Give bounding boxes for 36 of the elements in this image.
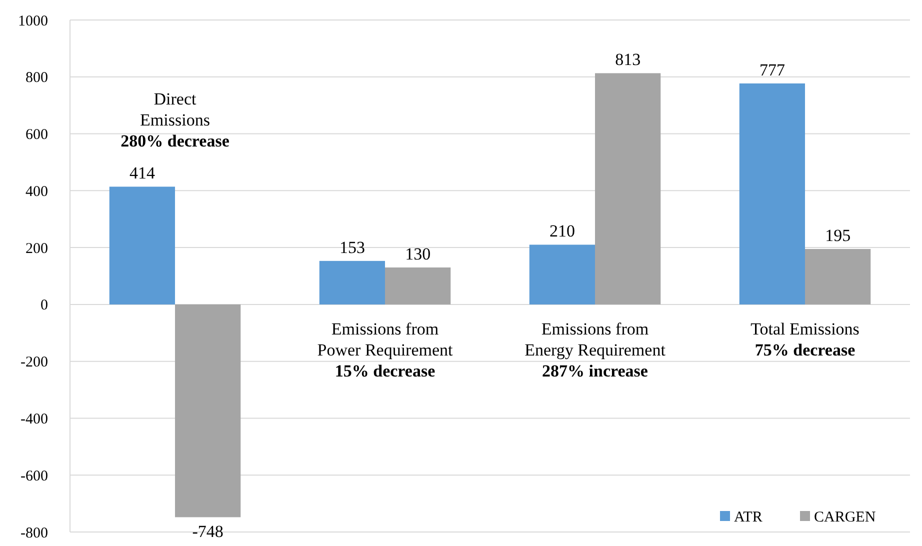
bar [739,83,805,304]
bar [175,304,241,518]
x-tick-label: Emissions from Power Requirement [317,319,454,360]
y-tick-label: -200 [20,354,48,371]
data-label: 130 [405,244,431,264]
annotation: 280% decrease [120,132,230,151]
y-tick-label: -800 [20,525,48,542]
x-tick-label: Total Emissions [750,319,860,338]
bar [529,244,595,304]
y-tick-label: 200 [26,240,48,257]
data-label: 813 [615,50,641,70]
y-tick-label: -600 [20,468,48,484]
data-label: 777 [759,60,786,80]
data-label: 195 [825,226,851,245]
legend-label: CARGEN [814,509,876,526]
bar [319,260,385,304]
data-label: -748 [192,522,224,542]
data-label: 414 [129,164,156,183]
bar [595,73,661,304]
data-label: 153 [339,238,365,257]
y-tick-label: 1000 [18,13,48,30]
y-tick-label: 600 [26,127,48,144]
y-tick-label: -400 [20,411,48,428]
annotation: 287% increase [542,361,648,380]
y-tick-label: 400 [26,184,48,200]
bar [109,186,175,304]
annotation: 15% decrease [334,361,436,380]
bar [385,267,451,304]
data-label: 210 [549,222,575,241]
x-tick-label: Direct Emissions [140,90,210,130]
y-tick-label: 0 [40,298,48,314]
x-tick-label: Emissions from Energy Requirement [524,319,666,360]
annotation: 75% decrease [754,340,856,360]
bar [805,248,871,304]
y-tick-label: 800 [26,70,48,86]
legend-label: ATR [734,509,762,526]
